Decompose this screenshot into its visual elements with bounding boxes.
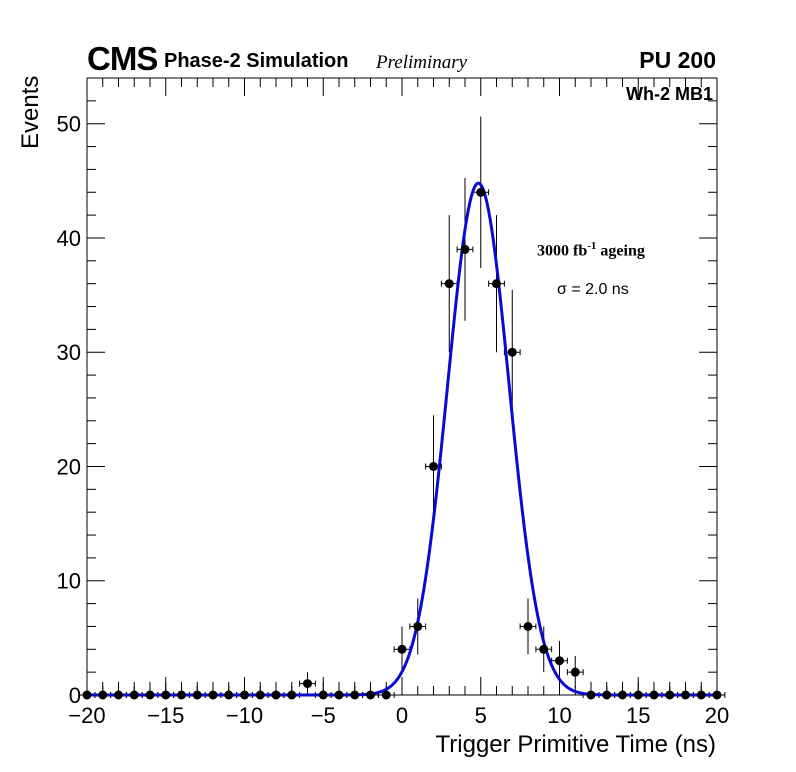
y-axis-label: Events bbox=[17, 75, 44, 149]
data-point bbox=[413, 621, 423, 631]
data-point bbox=[255, 690, 265, 700]
data-point bbox=[476, 187, 486, 197]
x-tick-label: 15 bbox=[626, 703, 650, 728]
data-point bbox=[696, 690, 706, 700]
data-point bbox=[665, 690, 675, 700]
x-tick-label: 0 bbox=[396, 703, 408, 728]
data-point bbox=[555, 656, 564, 666]
data-point bbox=[114, 690, 123, 700]
ageing-value: 3000 fb bbox=[537, 242, 588, 260]
data-point bbox=[287, 690, 297, 700]
ageing-exponent: -1 bbox=[587, 240, 597, 252]
data-point bbox=[492, 279, 501, 289]
x-tick-label: −10 bbox=[226, 703, 263, 728]
x-tick-label: 5 bbox=[475, 703, 487, 728]
phase2-label: Phase-2 Simulation bbox=[164, 50, 349, 72]
ageing-annotation: 3000 fb-1 ageing bbox=[537, 240, 645, 260]
data-point bbox=[303, 679, 312, 689]
gaussian-fit-curve bbox=[87, 181, 717, 697]
data-point bbox=[649, 690, 659, 700]
x-axis-label: Trigger Primitive Time (ns) bbox=[435, 731, 716, 758]
y-tick-label: 20 bbox=[57, 454, 81, 479]
x-tick-label: −5 bbox=[311, 703, 336, 728]
data-point bbox=[507, 347, 517, 357]
data-point bbox=[192, 690, 202, 700]
cms-label: CMS bbox=[87, 40, 158, 77]
y-tick-label: 0 bbox=[69, 683, 81, 708]
y-tick-label: 30 bbox=[57, 340, 81, 365]
data-point bbox=[224, 690, 234, 700]
data-point bbox=[381, 690, 391, 700]
data-point bbox=[208, 690, 218, 700]
x-tick-label: −20 bbox=[68, 703, 105, 728]
y-tick-label: 40 bbox=[57, 226, 81, 251]
ageing-word: ageing bbox=[596, 242, 645, 260]
x-tick-label: −15 bbox=[147, 703, 184, 728]
x-tick-label: 20 bbox=[705, 703, 729, 728]
data-point bbox=[570, 667, 580, 677]
data-point bbox=[444, 279, 454, 289]
data-point bbox=[712, 690, 722, 700]
data-point bbox=[82, 690, 92, 700]
data-point bbox=[460, 244, 470, 254]
data-point bbox=[586, 690, 596, 700]
data-point bbox=[240, 690, 249, 700]
data-point bbox=[633, 690, 643, 700]
data-point bbox=[334, 690, 344, 700]
data-point bbox=[318, 690, 328, 700]
data-point bbox=[429, 461, 438, 471]
data-point bbox=[618, 690, 627, 700]
data-point bbox=[145, 690, 155, 700]
preliminary-label: Preliminary bbox=[376, 52, 468, 73]
x-tick-label: 10 bbox=[547, 703, 571, 728]
data-point bbox=[129, 690, 139, 700]
data-point bbox=[177, 690, 186, 700]
data-point bbox=[397, 644, 407, 654]
y-tick-label: 50 bbox=[57, 112, 81, 137]
pileup-label: PU 200 bbox=[639, 47, 716, 73]
data-point bbox=[366, 690, 375, 700]
y-tick-label: 10 bbox=[57, 569, 81, 594]
data-point bbox=[539, 644, 549, 654]
sigma-annotation: σ = 2.0 ns bbox=[557, 281, 629, 298]
data-point bbox=[681, 690, 690, 700]
data-point bbox=[602, 690, 612, 700]
data-point bbox=[350, 690, 360, 700]
data-point bbox=[523, 621, 533, 631]
data-point bbox=[271, 690, 281, 700]
data-point bbox=[161, 690, 171, 700]
station-label: Wh-2 MB1 bbox=[626, 84, 713, 104]
data-point bbox=[98, 690, 108, 700]
plot-frame bbox=[86, 77, 718, 696]
